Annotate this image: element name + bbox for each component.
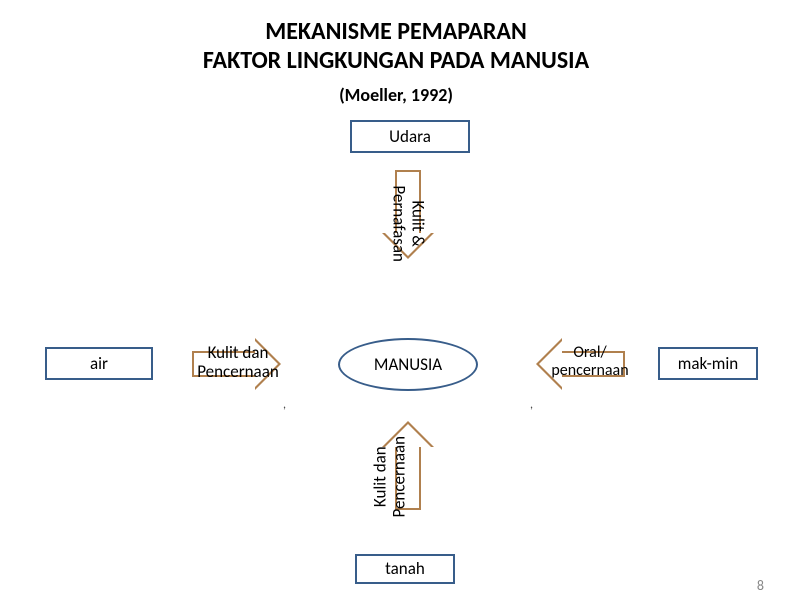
arrow-up-label-l2: Pencernaan — [388, 436, 409, 518]
node-makmin: mak-min — [658, 347, 758, 380]
page-title: MEKANISME PEMAPARAN FAKTOR LINGKUNGAN PA… — [0, 18, 792, 76]
page-subtitle: (Moeller, 1992) — [0, 84, 792, 106]
node-udara: Udara — [350, 120, 470, 153]
arrow-left-label-l2: pencernaan — [551, 361, 628, 380]
node-manusia-label: MANUSIA — [374, 354, 442, 375]
node-udara-label: Udara — [389, 127, 431, 147]
tick-right: , — [530, 398, 533, 412]
node-air-label: air — [90, 354, 108, 374]
arrow-right-label-l2: Pencernaan — [197, 361, 279, 382]
arrow-down-label-l2: Pernafasan — [389, 185, 410, 262]
node-air: air — [45, 347, 153, 380]
page-number: 8 — [757, 577, 764, 594]
node-tanah-label: tanah — [385, 559, 425, 579]
title-line-1: MEKANISME PEMAPARAN — [265, 17, 527, 46]
arrow-up-label: Kulit dan Pencernaan — [371, 427, 408, 527]
arrow-right-label: Kulit dan Pencernaan — [188, 344, 288, 381]
node-tanah: tanah — [355, 554, 455, 584]
arrow-down-label-l1: Kulit & — [408, 200, 429, 246]
arrow-left-label-l1: Oral/ — [573, 343, 606, 362]
node-makmin-label: mak-min — [678, 354, 738, 374]
arrow-left-label: Oral/ pencernaan — [540, 344, 640, 379]
node-manusia: MANUSIA — [338, 338, 478, 391]
title-line-2: FAKTOR LINGKUNGAN PADA MANUSIA — [203, 46, 589, 75]
arrow-down-label: Kulit & Pernafasan — [389, 174, 426, 274]
tick-left: , — [283, 398, 286, 412]
